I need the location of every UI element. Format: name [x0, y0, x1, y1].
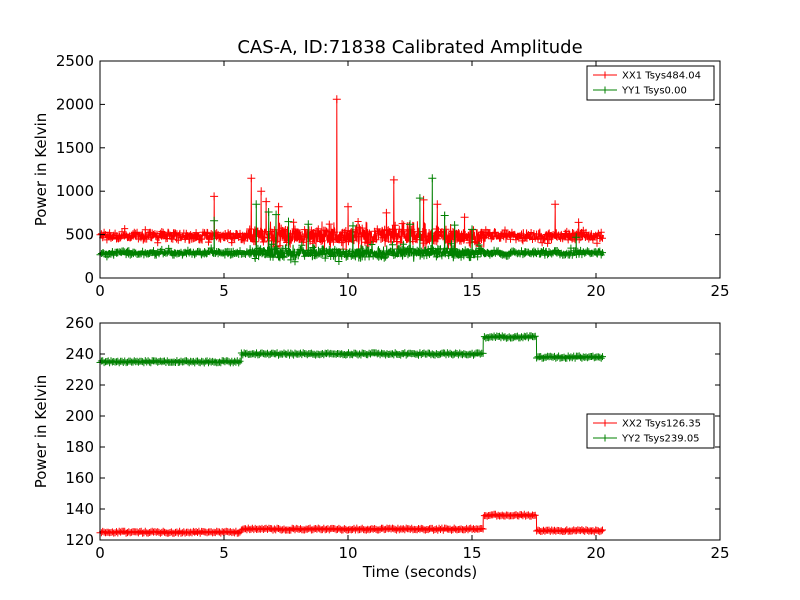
x-tick-label: 10 [338, 282, 357, 300]
legend-label: XX2 Tsys126.35 [622, 419, 701, 430]
bottom-amplitude-plot: 0 5 10 15 20 25 120 140 160 180 200 220 240 260 Power … [32, 314, 730, 581]
y-tick-label: 140 [65, 500, 94, 518]
y-tick-label: 160 [65, 469, 94, 487]
legend-box [586, 65, 715, 101]
y-tick-label: 220 [65, 376, 94, 394]
legend-marker [601, 86, 609, 94]
series-markers-2 [96, 174, 606, 266]
series-line-2 [99, 333, 604, 365]
y-tick-label: 2000 [56, 95, 94, 113]
x-tick-label: 0 [95, 282, 105, 300]
y-tick-label: 240 [65, 345, 94, 363]
y-tick-label: 1000 [56, 182, 94, 200]
y-tick-label: 1500 [56, 139, 94, 157]
y-tick-label: 180 [65, 438, 94, 456]
x-tick-label: 20 [586, 544, 605, 562]
y-tick-label: 120 [65, 531, 94, 549]
y-tick-label: 0 [84, 269, 94, 287]
x-tick-label: 25 [710, 282, 729, 300]
legend: XX1 Tsys484.04 YY1 Tsys0.00 [586, 65, 715, 101]
y-axis-label: Power in Kelvin [32, 113, 50, 227]
series-markers-2 [96, 332, 606, 367]
legend-label: XX1 Tsys484.04 [622, 71, 701, 82]
x-tick-label: 15 [462, 544, 481, 562]
x-tick-label: 25 [710, 544, 729, 562]
y-tick-label: 2500 [56, 52, 94, 70]
x-tick-label: 20 [586, 282, 605, 300]
legend-marker [601, 419, 609, 427]
chart-title: CAS-A, ID:71838 Calibrated Amplitude [237, 37, 582, 58]
x-tick-label: 5 [219, 282, 229, 300]
legend-label: YY1 Tsys0.00 [621, 86, 687, 97]
legend-box [586, 413, 715, 449]
series-markers-1 [96, 510, 606, 537]
y-tick-label: 260 [65, 314, 94, 332]
legend-marker [601, 434, 609, 442]
y-tick-label: 500 [65, 226, 94, 244]
y-axis-label: Power in Kelvin [32, 375, 50, 489]
plot-frame [99, 322, 721, 541]
plot-frame [99, 60, 721, 279]
legend-label: YY2 Tsys239.05 [621, 434, 700, 445]
legend-marker [601, 71, 609, 79]
x-tick-label: 5 [219, 544, 229, 562]
x-tick-label: 10 [338, 544, 357, 562]
x-tick-label: 15 [462, 282, 481, 300]
top-amplitude-plot: 0 5 10 15 20 25 0 500 1000 1500 2000 2500 Power in K… [32, 52, 730, 300]
legend: XX2 Tsys126.35 YY2 Tsys239.05 [586, 413, 715, 449]
series-line-2 [99, 178, 604, 262]
x-axis-label: Time (seconds) [362, 563, 478, 581]
y-tick-label: 200 [65, 407, 94, 425]
x-tick-label: 0 [95, 544, 105, 562]
series-markers-1 [96, 95, 606, 253]
